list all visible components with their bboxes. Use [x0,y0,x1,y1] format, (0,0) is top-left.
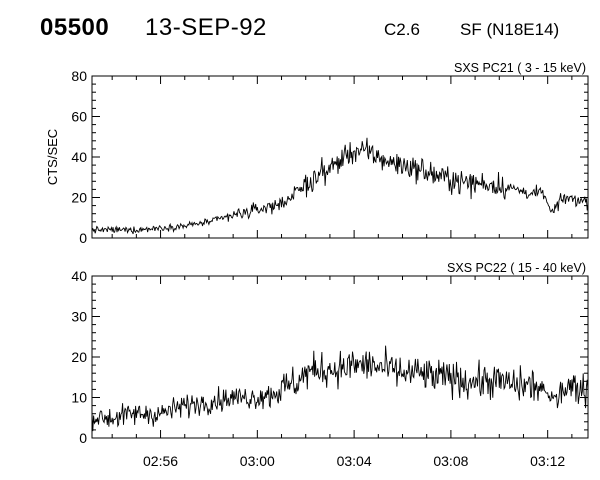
y-tick-label: 0 [79,430,87,446]
y-axis-label: CTS/SEC [45,129,60,185]
x-tick-label: 03:00 [240,453,275,469]
y-tick-label: 40 [71,149,87,165]
x-tick-label: 03:08 [433,453,468,469]
y-tick-label: 0 [79,230,87,246]
y-tick-label: 10 [71,390,87,406]
y-tick-label: 40 [71,268,87,284]
series-line [91,345,589,432]
y-tick-label: 60 [71,109,87,125]
chart-panel-pc21: SXS PC21 ( 3 - 15 keV) 0 20 40 60 80 CTS/SEC [45,61,589,246]
observation-date: 13-SEP-92 [145,14,267,41]
y-tick-label: 20 [71,349,87,365]
x-tick-label: 03:04 [337,453,372,469]
flare-class: C2.6 [384,20,420,39]
x-tick-label: 03:12 [530,453,565,469]
observation-id: 05500 [40,14,110,41]
panel-title: SXS PC22 ( 15 - 40 keV) [447,261,586,275]
panel-title: SXS PC21 ( 3 - 15 keV) [454,61,586,75]
series-line [91,137,589,235]
plot-frame [91,75,589,239]
y-tick-label: 20 [71,190,87,206]
y-tick-label: 30 [71,309,87,325]
y-tick-label: 80 [71,68,87,84]
flare-location: SF (N18E14) [460,20,560,39]
chart-panel-pc22: SXS PC22 ( 15 - 40 keV) 0 10 20 30 40 02:56 03:… [71,261,589,469]
x-tick-label: 02:56 [143,453,178,469]
